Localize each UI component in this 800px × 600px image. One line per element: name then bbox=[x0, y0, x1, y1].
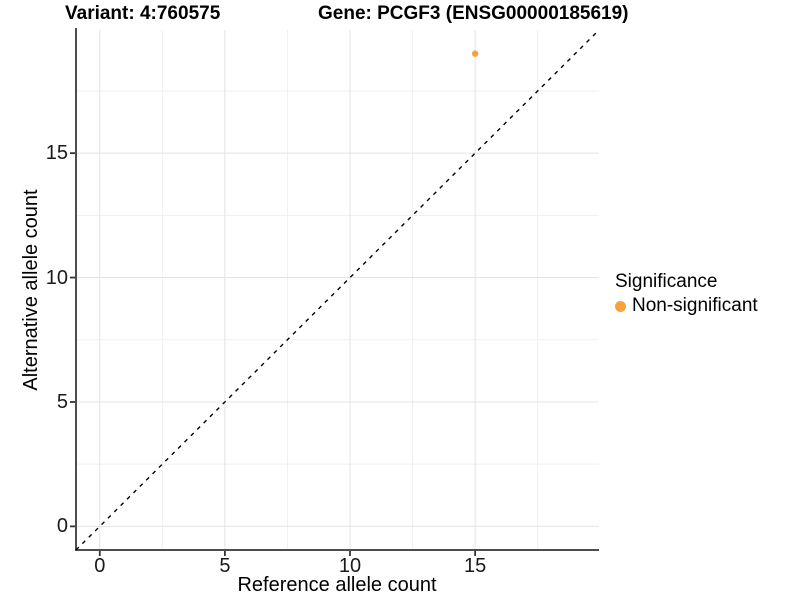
legend-item: Non-significant bbox=[615, 295, 758, 317]
legend: Significance Non-significant bbox=[615, 271, 758, 317]
y-tick-label: 15 bbox=[45, 142, 68, 165]
y-axis-label: Alternative allele count bbox=[20, 189, 42, 391]
data-point bbox=[471, 50, 479, 57]
identity-line bbox=[75, 29, 600, 551]
legend-items: Non-significant bbox=[615, 295, 758, 317]
y-tick-label: 5 bbox=[56, 390, 68, 413]
legend-title: Significance bbox=[615, 271, 718, 292]
x-tick-label: 5 bbox=[219, 555, 231, 577]
legend-point-icon bbox=[615, 300, 626, 312]
legend-item-label: Non-significant bbox=[632, 295, 758, 316]
x-tick-label: 10 bbox=[338, 555, 362, 577]
x-axis-label: Reference allele count bbox=[237, 574, 437, 596]
y-tick-label: 10 bbox=[45, 266, 68, 289]
plot-title-variant: Variant: 4:760575 bbox=[65, 3, 221, 24]
plot-title-gene: Gene: PCGF3 (ENSG00000185619) bbox=[318, 3, 629, 24]
y-tick-label: 0 bbox=[56, 515, 68, 538]
x-tick-label: 15 bbox=[464, 555, 487, 577]
x-tick-label: 0 bbox=[94, 555, 106, 577]
